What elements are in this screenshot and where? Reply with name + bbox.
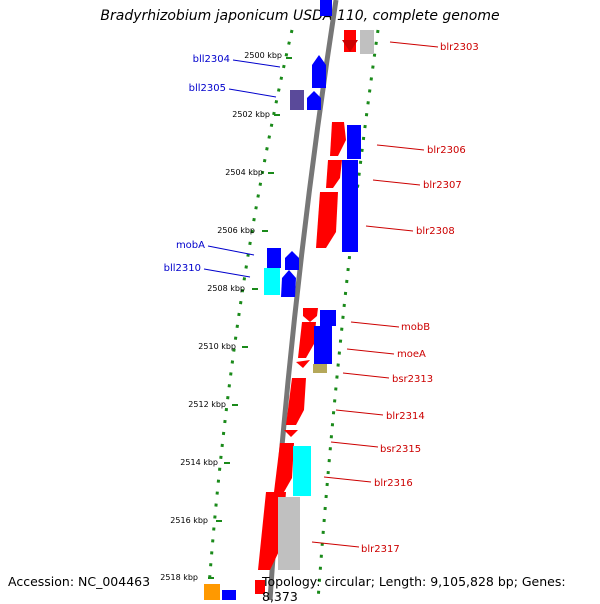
map-title: Bradyrhizobium japonicum USDA 110, compl… [100, 8, 500, 24]
gene-block [330, 122, 346, 156]
gene-block [307, 91, 321, 110]
gene-block [360, 30, 374, 54]
gene-block [285, 251, 299, 270]
gene-label-blr2307[interactable]: blr2307 [423, 180, 462, 191]
gene-label-blr2314[interactable]: blr2314 [386, 411, 425, 422]
gene-block [316, 192, 338, 248]
label-leader [203, 268, 251, 278]
gene-block [274, 443, 294, 492]
gene-block [286, 378, 306, 425]
left-gene-labels: bll2304 bll2305 mobA bll2310 [164, 54, 281, 278]
label-leader [346, 348, 395, 355]
gene-block [347, 125, 361, 159]
label-leader [372, 179, 421, 186]
gene-block [290, 90, 304, 110]
gene-label-blr2317[interactable]: blr2317 [361, 544, 400, 555]
label-leader [376, 144, 425, 151]
kbp-label: 2500 kbp [244, 51, 282, 60]
gene-block [313, 364, 327, 373]
gene-label-bsr2313[interactable]: bsr2313 [392, 374, 433, 385]
gene-block [312, 55, 326, 88]
label-leader [228, 88, 277, 98]
label-leader [389, 41, 439, 48]
right-gene-labels: blr2303 blr2306 blr2307 blr2308 mobB moe… [311, 41, 479, 555]
gene-block [342, 40, 358, 52]
label-leader [323, 476, 372, 483]
gene-label-mobB[interactable]: mobB [401, 322, 430, 333]
gene-block [278, 497, 300, 570]
gene-label-bll2305[interactable]: bll2305 [189, 83, 226, 94]
accession-text: Accession: NC_004463 [8, 574, 151, 589]
kbp-label: 2512 kbp [188, 400, 226, 409]
gene-label-blr2306[interactable]: blr2306 [427, 145, 466, 156]
gene-blocks [204, 0, 374, 600]
label-leader [350, 321, 400, 328]
gene-label-blr2316[interactable]: blr2316 [374, 478, 413, 489]
label-leader [330, 441, 379, 448]
gene-block [320, 310, 336, 326]
kbp-label: 2508 kbp [207, 284, 245, 293]
gene-label-blr2303[interactable]: blr2303 [440, 42, 479, 53]
kbp-scale: 2500 kbp 2502 kbp 2504 kbp 2506 kbp 2508… [160, 51, 292, 582]
kbp-label: 2502 kbp [232, 110, 270, 119]
gene-block [298, 322, 316, 358]
gene-block [303, 308, 318, 322]
gene-label-bll2304[interactable]: bll2304 [193, 54, 230, 65]
kbp-label: 2506 kbp [217, 226, 255, 235]
gene-block [264, 268, 280, 295]
gene-block [314, 326, 332, 364]
label-leader [342, 372, 390, 379]
gene-label-bsr2315[interactable]: bsr2315 [380, 444, 421, 455]
left-dotted-guide [206, 29, 294, 600]
gene-label-mobA[interactable]: mobA [176, 240, 205, 251]
gene-block [255, 580, 265, 594]
gene-block [293, 446, 311, 496]
kbp-label: 2516 kbp [170, 516, 208, 525]
gene-block [342, 160, 358, 252]
gene-label-moeA[interactable]: moeA [397, 349, 426, 360]
gene-block [320, 0, 332, 16]
gene-block [267, 248, 281, 268]
label-leader [311, 541, 360, 548]
gene-block [326, 160, 342, 188]
label-leader [365, 225, 414, 232]
kbp-label: 2510 kbp [198, 342, 236, 351]
gene-block [204, 584, 220, 600]
gene-block [296, 360, 310, 368]
gene-block [284, 430, 298, 437]
gene-label-blr2308[interactable]: blr2308 [416, 226, 455, 237]
kbp-label: 2518 kbp [160, 573, 198, 582]
gene-block [222, 590, 236, 600]
kbp-label: 2514 kbp [180, 458, 218, 467]
label-leader [207, 245, 255, 256]
label-leader [232, 59, 281, 68]
kbp-label: 2504 kbp [225, 168, 263, 177]
label-leader [335, 409, 384, 416]
gene-block [281, 270, 296, 297]
gene-label-bll2310[interactable]: bll2310 [164, 263, 201, 274]
